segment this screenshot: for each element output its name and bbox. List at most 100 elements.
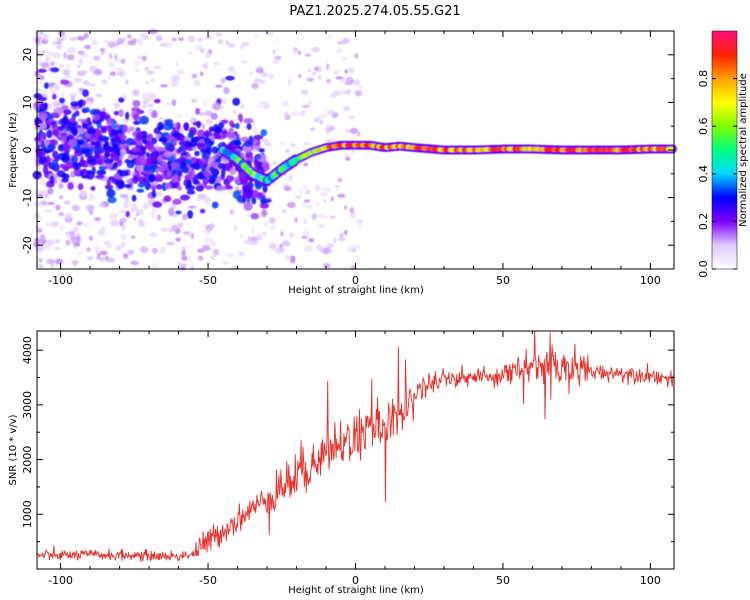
- spectrogram-noise-blob: [86, 247, 91, 252]
- spectrogram-noise-blob: [304, 53, 312, 57]
- spectrogram-x-tick-label: -50: [199, 274, 217, 287]
- spectrogram-noise-blob: [343, 229, 348, 236]
- spectrogram-noise-blob: [160, 227, 169, 232]
- spectrogram-noise-blob: [46, 239, 55, 247]
- spectrogram-noise-blob: [181, 266, 186, 271]
- spectrogram-noise-blob: [38, 75, 45, 81]
- spectrogram-noise-blob: [36, 30, 41, 37]
- spectrogram-noise-blob: [330, 137, 337, 142]
- spectrogram-noise-blob: [97, 252, 101, 258]
- spectrogram-noise-blob: [93, 69, 103, 76]
- spectrogram-noise-blob: [50, 221, 59, 228]
- spectrogram-band-blob: [113, 173, 120, 178]
- spectrogram-noise-blob: [251, 82, 259, 89]
- spectrogram-noise-blob: [232, 69, 237, 76]
- spectrogram-band-blob: [178, 156, 187, 162]
- spectrogram-x-tick-label: -100: [48, 274, 73, 287]
- spectrogram-noise-blob: [337, 193, 346, 198]
- spectrogram-noise-blob: [316, 202, 320, 207]
- spectrogram-noise-blob: [201, 123, 205, 130]
- spectrogram-band-blob: [213, 127, 223, 134]
- spectrogram-noise-blob: [123, 44, 131, 48]
- spectrogram-band-blob: [67, 182, 74, 190]
- spectrogram-noise-blob: [318, 75, 322, 80]
- spectrogram-band-blob: [83, 143, 93, 148]
- spectrogram-band-blob: [186, 179, 192, 188]
- spectrogram-noise-blob: [99, 47, 106, 53]
- spectrogram-band-blob: [208, 126, 214, 133]
- spectrogram-noise-blob: [69, 231, 75, 238]
- spectrogram-band-blob: [52, 129, 60, 136]
- spectrogram-noise-blob: [63, 52, 67, 59]
- spectrogram-band-blob: [34, 136, 42, 142]
- spectrogram-band-blob: [177, 169, 183, 177]
- spectrogram-band-blob: [61, 154, 71, 164]
- spectrogram-noise-blob: [120, 233, 127, 241]
- spectrogram-noise-blob: [106, 242, 112, 249]
- spectrogram-noise-blob: [69, 92, 78, 97]
- spectrogram-band-blob: [114, 135, 121, 143]
- spectrogram-noise-blob: [178, 37, 185, 41]
- spectrogram-noise-blob: [343, 105, 351, 112]
- spectrogram-noise-blob: [84, 44, 91, 50]
- spectrogram-noise-blob: [341, 90, 351, 95]
- spectrogram-noise-blob: [230, 209, 234, 216]
- spectrogram-noise-blob: [294, 217, 298, 223]
- spectrogram-noise-blob: [280, 230, 284, 237]
- spectrogram-band-blob: [181, 166, 189, 174]
- spectrogram-band-blob: [187, 132, 193, 138]
- spectrogram-band-blob: [205, 185, 214, 190]
- spectrogram-noise-blob: [303, 245, 313, 253]
- spectrogram-x-axis-label: Height of straight line (km): [288, 285, 424, 296]
- spectrogram-noise-blob: [145, 81, 150, 85]
- spectrogram-band-blob: [248, 135, 253, 143]
- spectrogram-noise-blob: [343, 205, 348, 210]
- spectrogram-noise-blob: [285, 149, 290, 153]
- spectrogram-noise-blob: [183, 231, 191, 236]
- spectrogram-noise-blob: [345, 157, 351, 161]
- spectrogram-band-blob: [211, 146, 219, 154]
- spectrogram-noise-blob: [253, 127, 258, 135]
- spectrogram-noise-blob: [60, 92, 65, 99]
- spectrogram-noise-blob: [339, 232, 344, 238]
- spectrogram-band-blob: [235, 122, 240, 130]
- spectrogram-band-blob: [50, 67, 60, 73]
- spectrogram-noise-blob: [302, 217, 308, 225]
- spectrogram-noise-blob: [65, 239, 71, 246]
- spectrogram-band-blob: [215, 158, 222, 163]
- spectrogram-noise-blob: [146, 103, 155, 108]
- spectrogram-band-blob: [221, 168, 226, 177]
- spectrogram-noise-blob: [239, 235, 244, 239]
- spectrogram-band-blob: [213, 133, 222, 140]
- snr-y-tick-label: 3000: [21, 391, 34, 419]
- spectrogram-noise-blob: [171, 99, 177, 107]
- spectrogram-noise-blob: [187, 35, 196, 43]
- spectrogram-band-blob: [126, 160, 135, 169]
- spectrogram-noise-blob: [100, 226, 106, 234]
- spectrogram-noise-blob: [196, 197, 201, 202]
- spectrogram-noise-blob: [33, 201, 42, 207]
- spectrogram-noise-blob: [43, 33, 50, 41]
- colorbar-ticks: 0.0 0.2 0.4 0.6 0.8: [697, 70, 737, 278]
- snr-x-axis-label: Height of straight line (km): [288, 585, 424, 596]
- colorbar-tick-label: 0.0: [697, 260, 710, 278]
- spectrogram-noise-blob: [311, 213, 317, 220]
- spectrogram-band-blob: [253, 134, 264, 140]
- spectrogram-noise-blob: [155, 191, 164, 197]
- spectrogram-noise-blob: [354, 90, 363, 97]
- spectrogram-noise-blob: [344, 81, 353, 86]
- spectrogram-noise-blob: [240, 44, 244, 50]
- spectrogram-y-axis-label: Frequency (Hz): [8, 112, 19, 188]
- spectrogram-noise-blob: [326, 243, 334, 249]
- spectrogram-noise-blob: [119, 209, 125, 213]
- spectrogram-noise-blob: [93, 245, 100, 250]
- spectrogram-noise-blob: [188, 256, 192, 262]
- spectrogram-noise-blob: [130, 260, 139, 266]
- snr-y-tick-label: 2000: [21, 446, 34, 474]
- spectrogram-band-blob: [110, 131, 115, 137]
- spectrogram-noise-blob: [282, 240, 291, 247]
- spectrogram-band-blob: [138, 176, 147, 185]
- spectrogram-band-blob: [118, 97, 125, 103]
- spectrogram-noise-blob: [240, 104, 245, 109]
- spectrogram-noise-blob: [41, 62, 50, 68]
